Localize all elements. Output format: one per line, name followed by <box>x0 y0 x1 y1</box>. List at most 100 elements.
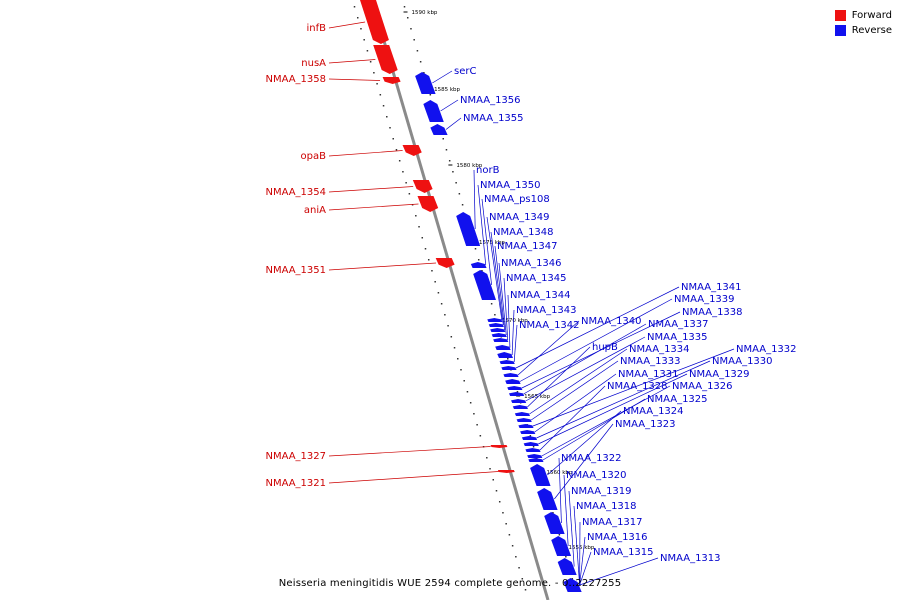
forward-gene-opab <box>402 145 422 156</box>
scale-dot <box>463 380 465 382</box>
scale-dot <box>476 424 478 426</box>
scale-dot <box>507 358 509 360</box>
backbone-line <box>370 0 550 600</box>
reverse-label-nmaa-1337: NMAA_1337 <box>648 319 709 330</box>
scale-dot <box>455 182 457 184</box>
reverse-label-nmaa-1341: NMAA_1341 <box>681 282 742 293</box>
reverse-gene-nmaa-1319 <box>557 558 577 575</box>
reverse-gene-nmaa-1318 <box>563 578 582 592</box>
legend: Forward Reverse <box>834 8 892 38</box>
scale-dot <box>490 303 493 305</box>
scale-dot <box>494 314 496 316</box>
reverse-label-nmaa-1335: NMAA_1335 <box>647 332 708 343</box>
reverse-leader-nmaa-1345 <box>503 277 509 341</box>
reverse-leader-nmaa-1349 <box>486 216 503 321</box>
legend-reverse-label: Reverse <box>851 25 892 36</box>
reverse-leader-nmaa-1331 <box>534 373 617 433</box>
reverse-label-nmaa-1313: NMAA_1313 <box>660 553 721 564</box>
scale-dot <box>389 127 391 129</box>
genome-caption: Neisseria meningitidis WUE 2594 complete… <box>278 578 622 589</box>
reverse-gene-nmaa-1322 <box>544 512 565 534</box>
scale-dot <box>498 501 501 503</box>
reverse-label-nmaa-1329: NMAA_1329 <box>689 369 750 380</box>
reverse-leader-nmaa-1335 <box>525 336 646 402</box>
reverse-gene-serc <box>415 72 436 94</box>
reverse-leader-nmaa-1316 <box>579 536 586 586</box>
reverse-label-nmaa-1346: NMAA_1346 <box>501 258 562 269</box>
reverse-label-nmaa-1316: NMAA_1316 <box>587 532 648 543</box>
reverse-leader-nmaa-1342 <box>513 324 518 363</box>
reverse-label-hupb: hupB <box>592 342 618 353</box>
reverse-label-nmaa-1334: NMAA_1334 <box>629 344 690 355</box>
reverse-leader-nmaa-1324 <box>547 410 622 476</box>
reverse-leader-nmaa-1313 <box>579 557 659 586</box>
reverse-gene-nmaa-1323 <box>537 488 558 510</box>
reverse-leader-nmaa-1337 <box>523 323 647 395</box>
reverse-label-nmaa-ps108: NMAA_ps108 <box>484 194 550 205</box>
reverse-label-nmaa-1333: NMAA_1333 <box>620 356 681 367</box>
reverse-label-nmaa-1331: NMAA_1331 <box>618 369 679 380</box>
reverse-gene-nmaa-1325 <box>528 458 544 462</box>
forward-gene-nmaa-1358 <box>382 77 401 84</box>
reverse-label-nmaa-1326: NMAA_1326 <box>672 381 733 392</box>
reverse-gene-nmaa-1334 <box>514 412 531 416</box>
reverse-gene-nmaa-1338 <box>507 386 523 390</box>
reverse-gene-nmaa-1339 <box>505 379 521 384</box>
forward-leader-nmaa-1351 <box>328 262 437 271</box>
scale-dot <box>469 402 472 404</box>
reverse-leader-norb <box>473 169 476 230</box>
scale-dot <box>423 72 425 74</box>
scale-dot <box>382 105 385 107</box>
scale-dot <box>442 138 444 140</box>
scale-dot <box>415 215 417 217</box>
scale-dot <box>437 292 440 294</box>
forward-label-nmaa-1351: NMAA_1351 <box>265 265 326 276</box>
scale-dot <box>505 523 507 525</box>
reverse-leader-nmaa-1326 <box>541 385 671 457</box>
reverse-gene-nmaa-1349 <box>487 318 503 322</box>
reverse-label-nmaa-1318: NMAA_1318 <box>576 501 637 512</box>
reverse-leader-nmaa-1315 <box>579 551 592 586</box>
forward-leader-nmaa-1321 <box>328 471 499 484</box>
forward-gene-infb <box>360 0 389 44</box>
forward-swatch <box>834 10 846 21</box>
scale-dot <box>565 556 567 558</box>
scale-dot <box>392 138 394 140</box>
scale-dot <box>529 435 532 437</box>
reverse-gene-nmaa-1346 <box>491 333 507 337</box>
scale-dot <box>511 545 514 547</box>
forward-leader-infb <box>328 21 366 29</box>
scale-dot <box>458 193 461 195</box>
reverse-gene-nmaa-1342 <box>499 360 515 364</box>
reverse-gene-nmaa-1326 <box>527 454 543 458</box>
forward-label-opab: opaB <box>301 151 327 162</box>
reverse-gene-nmaa-1343 <box>497 352 514 358</box>
reverse-label-norb: norB <box>476 165 500 176</box>
reverse-gene-nmaa-1337 <box>508 392 525 396</box>
scale-dot <box>366 50 369 52</box>
reverse-leader-nmaa-1347 <box>494 245 506 331</box>
scale-dot <box>431 270 433 272</box>
scale-dot <box>481 270 483 272</box>
reverse-gene-nmaa-1355 <box>430 124 448 135</box>
reverse-gene-nmaa-1333 <box>516 418 532 422</box>
scale-dot <box>457 358 459 360</box>
reverse-leader-nmaa-1322 <box>558 457 562 524</box>
scale-dot <box>373 72 375 74</box>
scale-dot <box>447 325 449 327</box>
scale-dot <box>416 50 419 52</box>
forward-gene-ania <box>417 196 439 212</box>
scale-dot <box>477 259 480 261</box>
scale-dot <box>369 61 372 63</box>
reverse-gene-nmaa-1328 <box>525 448 541 452</box>
reverse-gene-nmaa-1324 <box>530 464 551 486</box>
scale-dot <box>516 391 519 393</box>
forward-leader-nmaa-1354 <box>328 186 414 193</box>
scale-dot <box>495 490 498 492</box>
reverse-gene-nmaa-1320 <box>551 536 572 556</box>
forward-label-nmaa-1327: NMAA_1327 <box>265 451 326 462</box>
reverse-label-nmaa-1348: NMAA_1348 <box>493 227 554 238</box>
scale-dot <box>474 248 477 250</box>
reverse-label-nmaa-1340: NMAA_1340 <box>581 316 642 327</box>
